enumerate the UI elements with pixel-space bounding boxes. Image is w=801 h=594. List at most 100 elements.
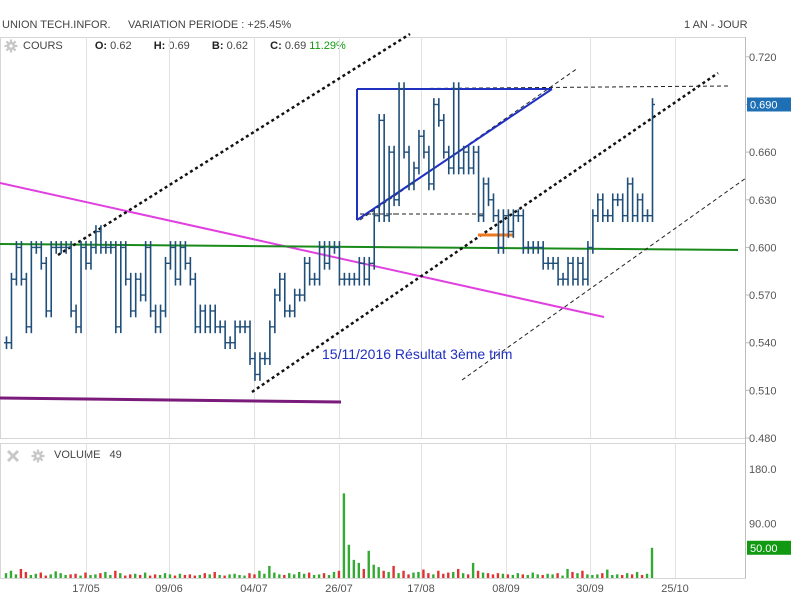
series-label: COURS bbox=[23, 40, 63, 52]
price-bar bbox=[401, 82, 407, 159]
volume-bar bbox=[119, 573, 122, 578]
volume-bar bbox=[233, 573, 236, 578]
price-bar bbox=[361, 256, 367, 286]
price-bar bbox=[441, 114, 447, 159]
price-bar bbox=[88, 241, 94, 270]
price-bar bbox=[128, 272, 134, 318]
volume-bar bbox=[223, 575, 226, 578]
volume-bar bbox=[576, 573, 579, 578]
price-bar bbox=[426, 145, 432, 191]
volume-bar bbox=[377, 567, 380, 578]
price-bar bbox=[177, 241, 183, 286]
price-bar bbox=[93, 225, 99, 254]
volume-bar bbox=[457, 568, 460, 578]
gear-icon[interactable] bbox=[4, 39, 18, 53]
volume-bar bbox=[307, 572, 311, 578]
price-bar bbox=[436, 98, 442, 127]
volume-bar bbox=[4, 573, 8, 578]
price-bar bbox=[153, 304, 159, 334]
price-bar bbox=[302, 256, 308, 302]
volume-bar bbox=[616, 574, 619, 578]
volume-bar bbox=[203, 573, 206, 578]
gear-icon[interactable] bbox=[31, 449, 45, 463]
period-label[interactable]: 1 AN - JOUR bbox=[684, 19, 748, 31]
volume-bar bbox=[417, 571, 420, 578]
y-tick-label: 0.630 bbox=[749, 195, 777, 207]
change-pct: 11.29% bbox=[309, 40, 346, 52]
volume-bar bbox=[596, 574, 599, 578]
volume-bar bbox=[407, 574, 410, 578]
x-tick-label: 30/09 bbox=[576, 583, 604, 594]
volume-bar bbox=[158, 574, 162, 578]
price-bar bbox=[38, 241, 44, 270]
price-bar bbox=[466, 145, 472, 175]
volume-bar bbox=[442, 573, 445, 578]
price-bar bbox=[331, 241, 337, 254]
volume-bar bbox=[392, 565, 395, 578]
volume-bar bbox=[362, 568, 365, 578]
trend-line-green bbox=[0, 243, 739, 251]
price-bar bbox=[282, 272, 288, 318]
y-tick-label: 0.480 bbox=[749, 433, 777, 445]
volume-bar bbox=[506, 574, 510, 578]
volume-bar bbox=[114, 570, 117, 578]
price-bar bbox=[58, 241, 64, 254]
price-bar bbox=[416, 129, 422, 175]
price-bar bbox=[605, 209, 611, 223]
price-bar bbox=[212, 304, 218, 334]
volume-bar bbox=[561, 575, 564, 578]
volume-bar bbox=[511, 574, 515, 578]
price-bar bbox=[530, 241, 536, 254]
volume-bar bbox=[49, 574, 52, 578]
volume-bar bbox=[471, 562, 475, 578]
volume-bar bbox=[546, 573, 549, 578]
close-icon[interactable] bbox=[6, 449, 20, 463]
volume-bar bbox=[19, 568, 23, 578]
variation-label: VARIATION PERIODE : +25.45% bbox=[128, 19, 292, 31]
volume-bar bbox=[357, 562, 361, 578]
price-bar bbox=[570, 256, 576, 286]
price-bar bbox=[555, 256, 561, 286]
volume-bar bbox=[332, 571, 336, 578]
price-bar bbox=[247, 320, 253, 365]
volume-bar bbox=[193, 575, 197, 578]
volume-legend: VOLUME 49 bbox=[54, 449, 122, 461]
channel-line-lower bbox=[251, 71, 719, 394]
price-bar bbox=[192, 272, 198, 334]
price-bar bbox=[336, 241, 342, 286]
volume-bar bbox=[591, 574, 594, 578]
last-volume-tag-text: 50.00 bbox=[750, 543, 778, 555]
price-bars bbox=[4, 82, 655, 381]
volume-bar bbox=[268, 565, 271, 578]
volume-bar bbox=[297, 571, 301, 578]
volume-bar bbox=[44, 575, 47, 578]
price-bar bbox=[133, 272, 139, 318]
high-value: 0.69 bbox=[168, 40, 190, 52]
price-bar bbox=[312, 272, 318, 286]
price-bar bbox=[53, 241, 59, 254]
price-bar bbox=[406, 145, 412, 191]
volume-bar bbox=[238, 574, 241, 578]
price-bar bbox=[237, 320, 243, 334]
volume-bar bbox=[64, 574, 67, 578]
volume-bar bbox=[148, 575, 152, 578]
volume-bar bbox=[183, 574, 187, 578]
volume-bar bbox=[382, 570, 385, 578]
price-bar bbox=[486, 177, 492, 207]
price-bar bbox=[207, 304, 213, 334]
chart-frame bbox=[0, 37, 746, 579]
volume-tick-label: 90.00 bbox=[749, 519, 777, 531]
volume-bar bbox=[109, 574, 112, 578]
price-bar bbox=[565, 256, 571, 286]
trend-line-magenta bbox=[0, 182, 605, 318]
volume-bar bbox=[278, 574, 281, 578]
y-tick-label: 0.510 bbox=[749, 385, 777, 397]
price-bar bbox=[495, 209, 501, 254]
volume-bar bbox=[466, 574, 470, 578]
volume-bar bbox=[566, 568, 569, 578]
volume-bar bbox=[476, 570, 480, 578]
price-bar bbox=[351, 272, 357, 286]
price-bar bbox=[48, 241, 54, 318]
open-value: 0.62 bbox=[110, 40, 132, 52]
